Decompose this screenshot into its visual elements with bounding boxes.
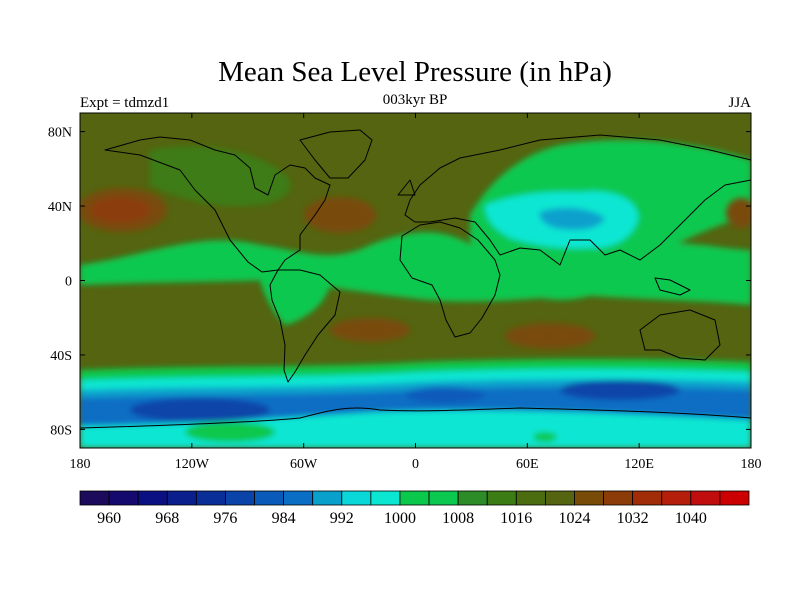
colorbar-label: 1000: [384, 510, 416, 527]
x-tick-label: 120W: [175, 457, 210, 472]
y-tick-label: 40S: [50, 349, 72, 364]
colorbar-label: 1016: [500, 510, 532, 527]
colorbar-swatch: [661, 490, 692, 506]
colorbar: 960 968 976 984 992 1000 1008 1016 1024 1032 1040: [79, 490, 750, 527]
season-label: JJA: [728, 95, 751, 111]
antarctic-high-west: [185, 422, 275, 442]
colorbar-swatch: [515, 490, 546, 506]
colorbar-label: 1024: [558, 510, 590, 527]
colorbar-label: 1032: [617, 510, 649, 527]
indian-sector-trough: [560, 380, 680, 400]
south-indian-high: [505, 323, 595, 349]
y-tick-label: 80N: [48, 126, 72, 141]
colorbar-swatch: [690, 490, 721, 506]
colorbar-swatch: [428, 490, 459, 506]
colorbar-label: 1040: [675, 510, 707, 527]
british-isles-coast: [397, 179, 416, 196]
coastlines: [80, 129, 751, 429]
colorbar-swatch: [79, 490, 110, 506]
colorbar-swatch: [166, 490, 197, 506]
colorbar-swatch: [312, 490, 343, 506]
colorbar-swatch: [370, 490, 401, 506]
x-tick-label: 60W: [290, 457, 318, 472]
colorbar-swatch: [108, 490, 139, 506]
south-atlantic-high: [330, 318, 410, 342]
x-tick-label: 180: [70, 457, 91, 472]
atlantic-sector-trough: [405, 387, 485, 403]
x-tick-label: 180: [741, 457, 762, 472]
colorbar-swatch: [254, 490, 285, 506]
colorbar-label: 976: [213, 510, 237, 527]
antarctic-high-east: [533, 432, 557, 442]
eurasia-coast: [404, 134, 751, 266]
colorbar-swatch: [341, 490, 372, 506]
colorbar-label: 992: [330, 510, 354, 527]
y-tick-label: 80S: [50, 423, 72, 438]
dateline-high: [726, 198, 751, 228]
africa-coast: [399, 221, 501, 338]
australia-coast: [639, 309, 721, 361]
colorbar-swatch: [632, 490, 663, 506]
south-america-low: [255, 253, 330, 325]
x-tick-label: 0: [412, 457, 419, 472]
colorbar-swatch: [486, 490, 517, 506]
azores-high: [304, 197, 376, 233]
experiment-label: Expt = tdmzd1: [80, 95, 169, 111]
pressure-field: [80, 113, 751, 448]
chart-subtitle: 003kyr BP: [383, 92, 448, 108]
colorbar-swatch: [544, 490, 575, 506]
north-pacific-high-core: [90, 197, 150, 223]
colorbar-swatch: [457, 490, 488, 506]
x-tick-label: 60E: [516, 457, 539, 472]
greenland-coast: [299, 129, 373, 179]
y-axis: 80N 40N 0 40S 80S: [48, 126, 751, 438]
indonesia-coast: [654, 277, 691, 296]
colorbar-label: 984: [272, 510, 296, 527]
colorbar-label: 1008: [442, 510, 474, 527]
chart-title: Mean Sea Level Pressure (in hPa): [218, 56, 612, 88]
north-america-trough: [150, 146, 291, 207]
y-tick-label: 40N: [48, 200, 72, 215]
pacific-sector-trough: [130, 398, 270, 422]
colorbar-swatch: [137, 490, 168, 506]
south-america-coast: [269, 269, 341, 383]
y-tick-label: 0: [65, 275, 72, 290]
colorbar-swatch: [603, 490, 634, 506]
colorbar-label: 968: [155, 510, 179, 527]
north-america-coast: [104, 136, 331, 273]
antarctica-coast: [80, 407, 751, 429]
colorbar-label: 960: [97, 510, 121, 527]
colorbar-swatch: [283, 490, 314, 506]
colorbar-swatch: [399, 490, 430, 506]
colorbar-swatch: [719, 490, 750, 506]
x-axis: 180 120W 60W 0 60E 120E 180: [70, 113, 762, 472]
colorbar-swatch: [574, 490, 604, 506]
colorbar-swatch: [225, 490, 255, 506]
x-tick-label: 120E: [624, 457, 654, 472]
colorbar-swatch: [195, 490, 226, 506]
asian-low-core: [539, 207, 605, 230]
